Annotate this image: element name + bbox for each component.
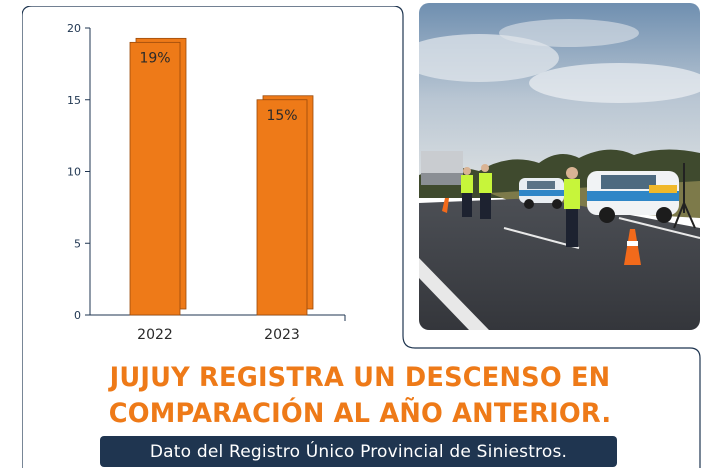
headline-line-2: COMPARACIÓN AL AÑO ANTERIOR. bbox=[108, 398, 612, 429]
y-tick-label: 15 bbox=[67, 94, 81, 107]
source-badge: Dato del Registro Único Provincial de Si… bbox=[100, 436, 617, 467]
x-tick-label-2023: 2023 bbox=[264, 327, 300, 343]
source-badge-text: Dato del Registro Único Provincial de Si… bbox=[149, 441, 568, 462]
bar-2023 bbox=[256, 99, 308, 316]
frame-outline bbox=[22, 6, 701, 468]
card-frame bbox=[22, 6, 702, 468]
bar-chart: 0 5 10 15 20 19% 2022 15% 2023 bbox=[60, 14, 370, 354]
bar-2022 bbox=[129, 41, 181, 316]
data-label-2022: 19% bbox=[139, 50, 170, 66]
y-tick-label: 10 bbox=[67, 166, 81, 179]
bar-chart-svg: 0 5 10 15 20 19% 2022 15% 2023 bbox=[67, 22, 346, 343]
y-tick-label: 5 bbox=[74, 237, 81, 250]
headline-line-1: JUJUY REGISTRA UN DESCENSO EN bbox=[109, 362, 611, 393]
y-tick-label: 20 bbox=[67, 22, 81, 35]
y-tick-label: 0 bbox=[74, 309, 81, 322]
road-checkpoint-photo bbox=[419, 3, 700, 330]
x-tick-label-2022: 2022 bbox=[137, 327, 173, 343]
data-label-2023: 15% bbox=[266, 108, 297, 124]
